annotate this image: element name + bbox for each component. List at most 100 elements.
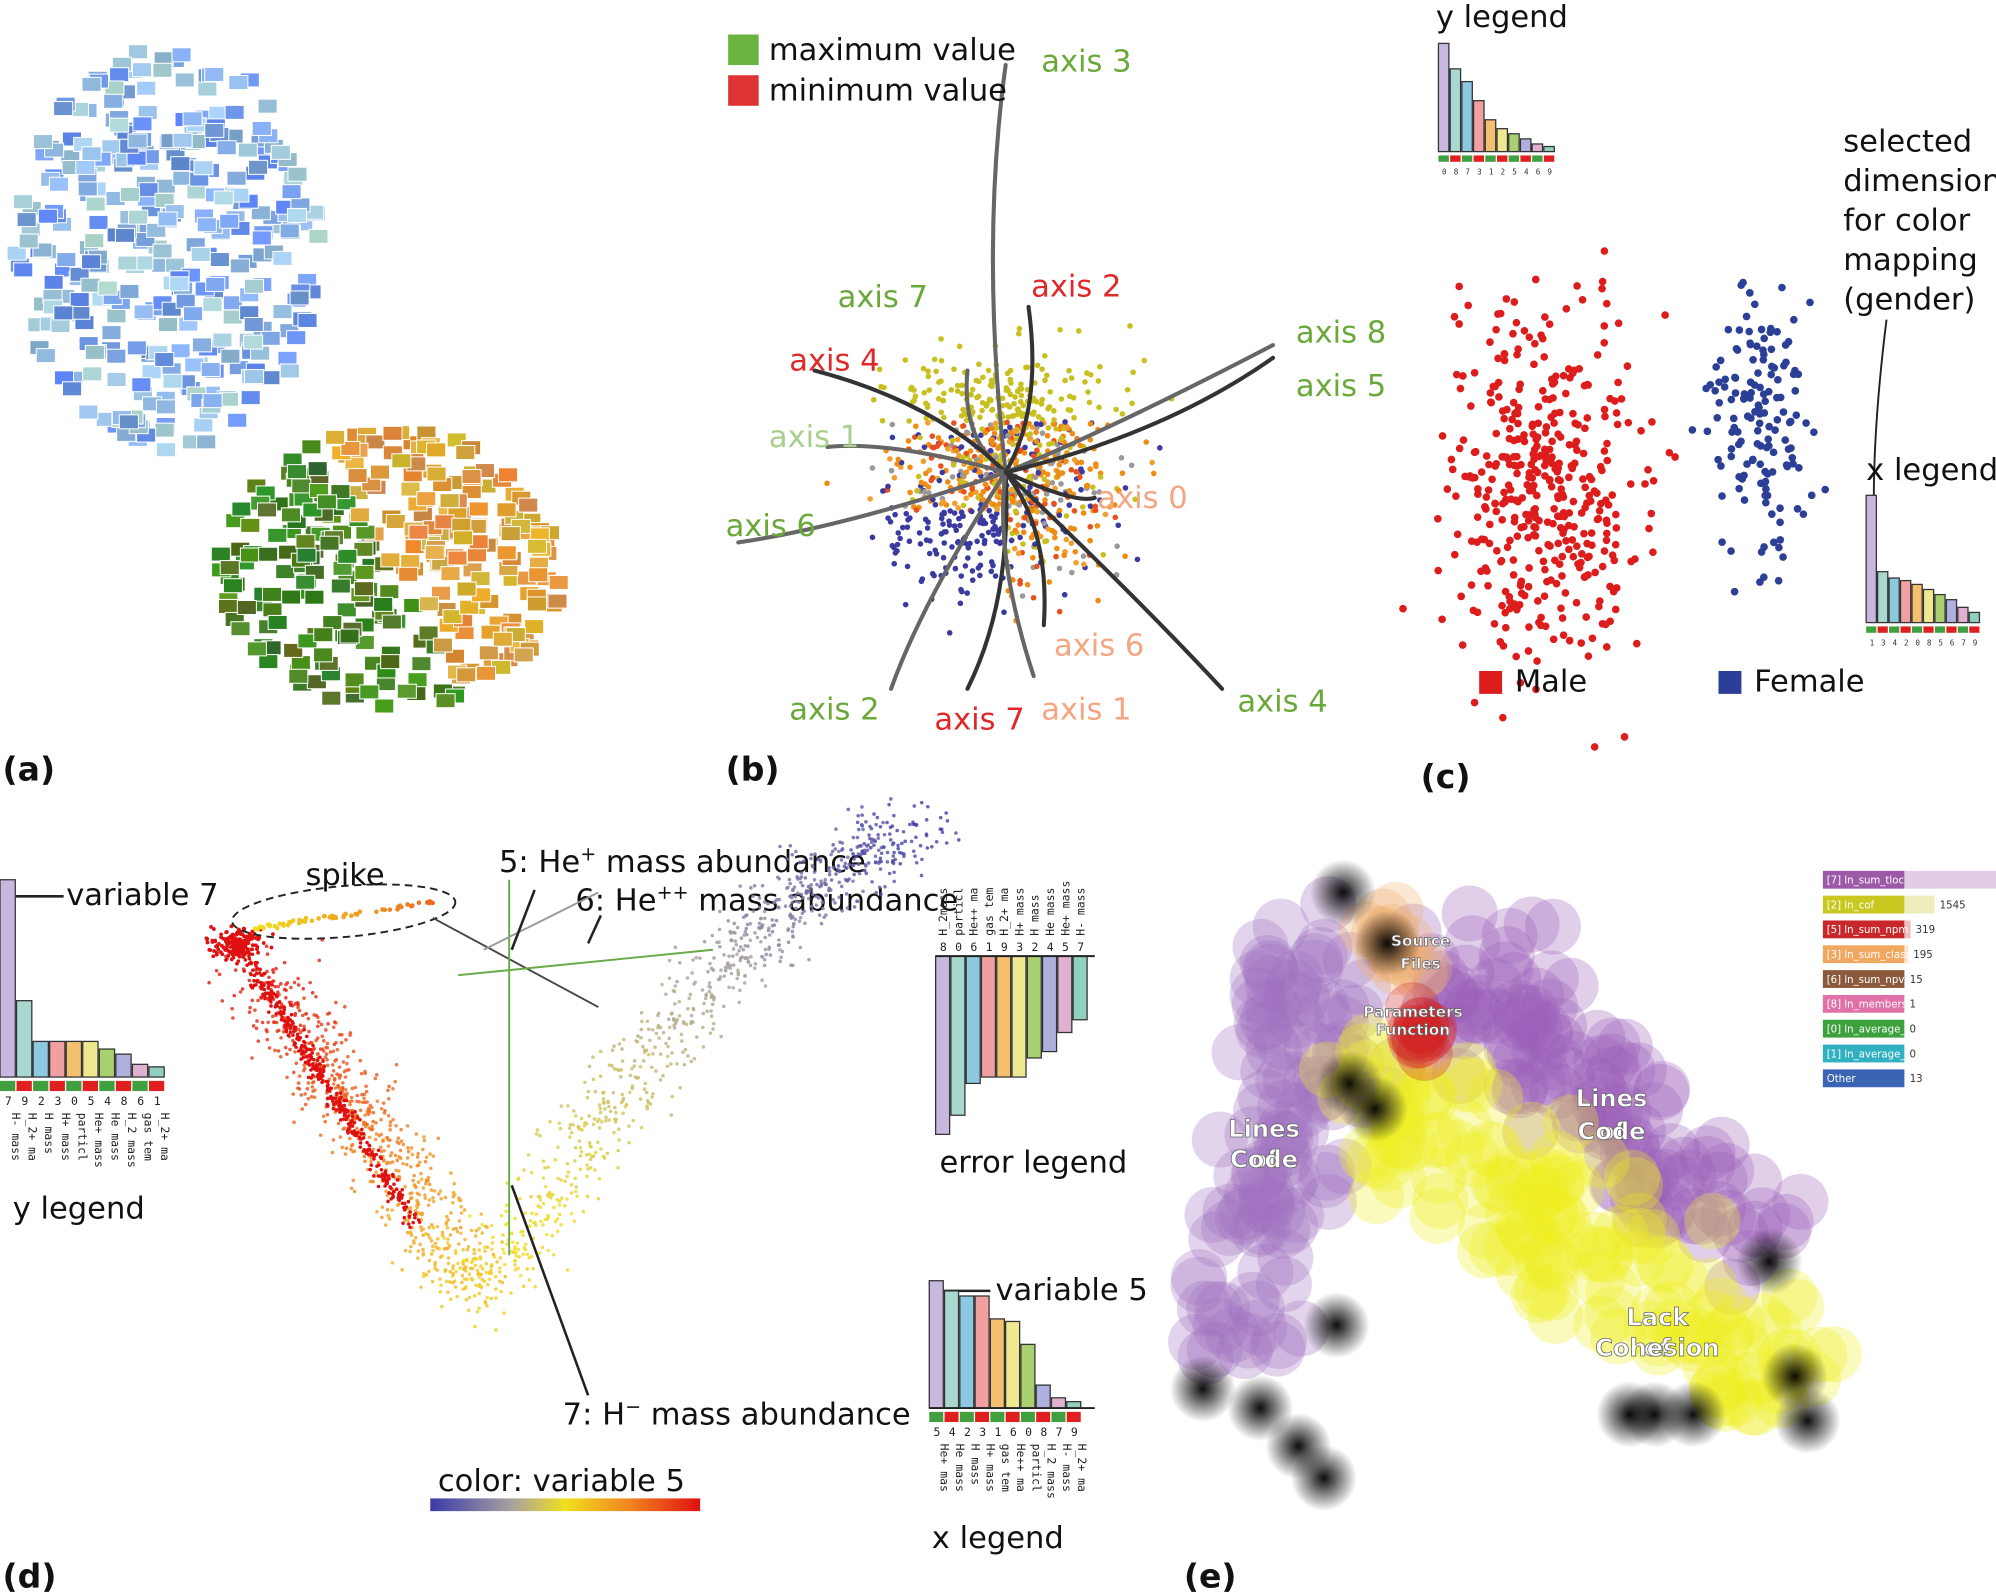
point	[458, 1225, 463, 1230]
point	[1715, 398, 1724, 407]
point	[1457, 592, 1465, 601]
point	[462, 1258, 466, 1263]
bar-name: H+ mass	[1012, 888, 1026, 936]
point	[767, 933, 772, 937]
point	[292, 980, 297, 985]
point	[804, 889, 809, 893]
arrow	[510, 889, 536, 951]
point	[991, 430, 998, 437]
point	[1600, 447, 1609, 455]
point	[585, 1194, 590, 1199]
point	[1071, 457, 1078, 463]
point	[768, 953, 773, 957]
thumbnail	[127, 44, 149, 60]
point	[446, 1290, 450, 1294]
point	[868, 846, 873, 850]
point	[472, 1251, 477, 1256]
point	[468, 1214, 472, 1218]
point	[1514, 497, 1522, 506]
thumbnail	[119, 283, 140, 299]
point	[251, 1024, 256, 1028]
point	[1485, 460, 1493, 469]
point	[284, 1019, 289, 1024]
axis-label: axis 4	[789, 344, 879, 379]
point	[1581, 503, 1589, 512]
point	[803, 921, 807, 926]
point	[692, 982, 696, 986]
point	[411, 1239, 416, 1243]
point	[844, 892, 849, 896]
thumbnail	[258, 654, 279, 670]
point	[607, 1118, 611, 1122]
point	[1001, 609, 1007, 616]
point	[831, 865, 836, 870]
thumbnail	[191, 337, 213, 353]
point	[1566, 373, 1574, 382]
point	[233, 968, 238, 972]
point	[899, 524, 906, 531]
point	[1525, 623, 1533, 631]
point	[731, 985, 735, 990]
point	[370, 1124, 374, 1128]
bar	[989, 1318, 1006, 1409]
point	[730, 938, 734, 943]
point	[361, 1136, 366, 1140]
point	[981, 540, 988, 547]
point	[1556, 476, 1564, 485]
point	[976, 361, 982, 368]
point	[938, 827, 943, 831]
point	[639, 1125, 644, 1130]
point	[896, 843, 900, 848]
point	[395, 1158, 399, 1163]
point	[702, 1001, 706, 1006]
thumbnail	[217, 598, 239, 614]
point	[711, 968, 716, 972]
point	[422, 1135, 426, 1139]
point	[1042, 497, 1048, 503]
point	[1530, 339, 1539, 348]
point	[751, 894, 755, 899]
point	[889, 797, 893, 801]
point	[914, 860, 919, 865]
point	[449, 1211, 453, 1215]
axis-label: axis 5	[1296, 369, 1386, 404]
point	[379, 1117, 383, 1122]
point	[857, 827, 861, 832]
point	[349, 1186, 354, 1191]
thumbnail	[37, 208, 58, 224]
point	[494, 1296, 498, 1300]
point	[913, 507, 920, 513]
point	[1045, 424, 1052, 431]
point	[707, 981, 712, 985]
point	[585, 1163, 589, 1167]
point	[235, 939, 239, 944]
point	[757, 896, 762, 900]
point	[790, 852, 795, 857]
thumbnail	[295, 534, 316, 550]
point	[401, 1221, 405, 1226]
point	[452, 1181, 457, 1186]
point	[847, 862, 851, 867]
point	[961, 488, 967, 495]
point	[878, 867, 883, 871]
point	[1026, 420, 1032, 427]
point	[918, 843, 923, 848]
point	[453, 1285, 458, 1289]
point	[855, 899, 860, 904]
point	[1012, 394, 1018, 400]
bar-name: He mass	[953, 1444, 967, 1492]
bar-digit: 4	[949, 1425, 956, 1439]
point	[572, 1109, 576, 1113]
thumbnail	[447, 550, 468, 566]
point	[762, 963, 767, 968]
point	[514, 1250, 518, 1255]
point	[559, 1223, 563, 1227]
point	[866, 861, 871, 865]
point	[1754, 401, 1763, 410]
point	[882, 832, 887, 837]
point	[987, 382, 994, 389]
point	[529, 1254, 534, 1259]
point	[1051, 408, 1057, 414]
point	[1598, 466, 1606, 475]
point	[369, 1159, 373, 1164]
